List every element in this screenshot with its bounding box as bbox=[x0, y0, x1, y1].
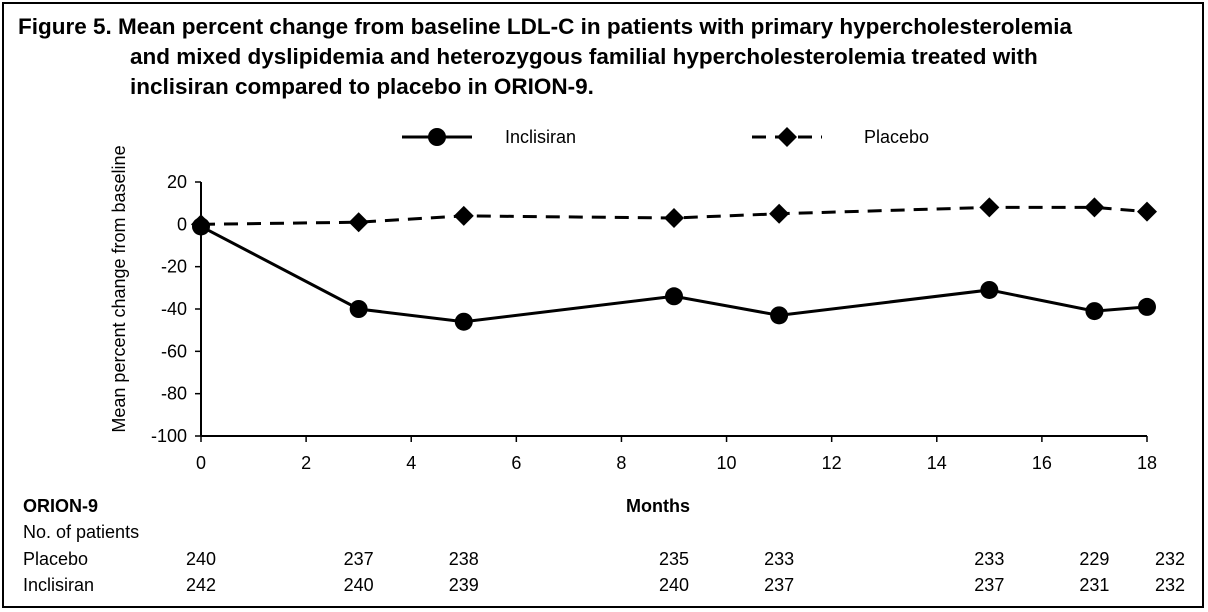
x-tick-label: 0 bbox=[196, 453, 206, 473]
table-subheader: No. of patients bbox=[23, 522, 140, 542]
series-line-inclisiran bbox=[200, 225, 1148, 324]
series-line-placebo bbox=[200, 205, 1148, 226]
y-tick-label: -100 bbox=[151, 426, 187, 446]
title-line-1: Figure 5. Mean percent change from basel… bbox=[18, 14, 1072, 39]
y-tick-label: 0 bbox=[177, 214, 187, 234]
data-point-inclisiran bbox=[980, 280, 999, 299]
x-axis-label: Months bbox=[626, 496, 690, 516]
table-cell: 239 bbox=[448, 575, 479, 595]
table-cell: 233 bbox=[764, 549, 795, 569]
data-point-inclisiran bbox=[1138, 297, 1156, 316]
table-cell: 231 bbox=[1079, 575, 1110, 595]
x-tick-label: 18 bbox=[1137, 453, 1157, 473]
data-point-placebo bbox=[664, 207, 684, 228]
data-point-placebo bbox=[1084, 197, 1105, 218]
table-cell: 233 bbox=[974, 549, 1005, 569]
table-cell: 240 bbox=[185, 549, 217, 569]
data-point-inclisiran bbox=[770, 306, 789, 325]
data-point-placebo bbox=[191, 214, 211, 235]
y-tick-label: -40 bbox=[161, 299, 187, 319]
table-cell: 242 bbox=[185, 575, 217, 595]
data-point-inclisiran bbox=[665, 287, 683, 306]
table-cell: 232 bbox=[1154, 549, 1186, 569]
table-cell: 232 bbox=[1154, 575, 1186, 595]
data-point-placebo bbox=[777, 127, 797, 147]
x-tick-label: 6 bbox=[511, 453, 521, 473]
x-tick-label: 16 bbox=[1032, 453, 1052, 473]
table-cell: 237 bbox=[974, 575, 1005, 595]
title-line-3: inclisiran compared to placebo in ORION-… bbox=[130, 74, 594, 99]
data-point-placebo bbox=[453, 205, 474, 226]
y-tick-label: -60 bbox=[161, 341, 187, 361]
table-cell: 238 bbox=[448, 549, 479, 569]
table-cell: 237 bbox=[343, 549, 374, 569]
data-point-placebo bbox=[769, 203, 790, 224]
x-tick-label: 14 bbox=[927, 453, 947, 473]
x-tick-label: 8 bbox=[616, 453, 626, 473]
data-point-placebo bbox=[348, 212, 369, 233]
data-point-inclisiran bbox=[454, 312, 473, 331]
table-row-label: Inclisiran bbox=[23, 575, 95, 595]
y-tick-label: -20 bbox=[161, 257, 187, 277]
legend-label-inclisiran: Inclisiran bbox=[505, 127, 576, 147]
data-point-placebo bbox=[1137, 201, 1157, 222]
legend-label-placebo: Placebo bbox=[864, 127, 929, 147]
data-point-placebo bbox=[979, 197, 1000, 218]
data-point-inclisiran bbox=[349, 300, 368, 318]
table-row-label: Placebo bbox=[23, 549, 89, 569]
figure-title: Figure 5. Mean percent change from basel… bbox=[18, 12, 1188, 102]
x-tick-label: 2 bbox=[301, 453, 311, 473]
table-cell: 235 bbox=[658, 549, 690, 569]
title-line-2: and mixed dyslipidemia and heterozygous … bbox=[130, 44, 1038, 69]
table-cell: 240 bbox=[343, 575, 374, 595]
y-tick-label: 20 bbox=[167, 172, 187, 192]
table-study-label: ORION-9 bbox=[23, 496, 99, 516]
table-cell: 240 bbox=[658, 575, 690, 595]
data-point-inclisiran bbox=[428, 128, 446, 146]
y-tick-label: -80 bbox=[161, 384, 187, 404]
x-tick-label: 12 bbox=[822, 453, 842, 473]
x-tick-label: 4 bbox=[406, 453, 416, 473]
data-point-inclisiran bbox=[1085, 302, 1104, 321]
table-cell: 229 bbox=[1079, 549, 1110, 569]
x-tick-label: 10 bbox=[717, 453, 737, 473]
y-axis-label: Mean percent change from baseline bbox=[109, 145, 129, 432]
table-cell: 237 bbox=[764, 575, 795, 595]
